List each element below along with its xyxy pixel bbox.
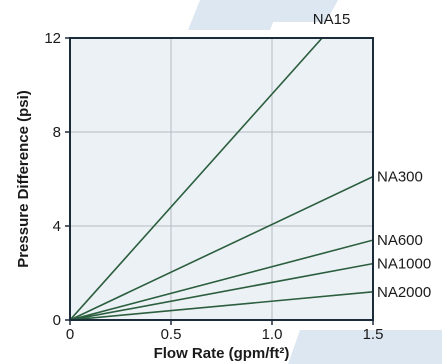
y-tick-label-2: 8 — [53, 124, 61, 141]
series-label-na15: NA15 — [313, 11, 351, 28]
series-line-na1000 — [70, 262, 373, 320]
watermark-shape-2 — [226, 0, 338, 22]
series-label-na1000: NA1000 — [377, 256, 431, 273]
series-label-na2000: NA2000 — [377, 284, 431, 301]
series-line-na2000 — [70, 291, 373, 320]
x-tick-label-2: 1.0 — [262, 326, 283, 343]
x-tick-label-0: 0 — [66, 326, 74, 343]
series-label-na600: NA600 — [377, 232, 423, 249]
y-tick-label-3: 12 — [44, 30, 61, 47]
y-axis-title: Pressure Difference (psi) — [15, 90, 32, 268]
y-tick-label-0: 0 — [53, 312, 61, 329]
x-tick-label-1: 0.5 — [161, 326, 182, 343]
plot-frame — [69, 37, 374, 321]
series-label-na300: NA300 — [377, 169, 423, 186]
y-tick-label-1: 4 — [53, 218, 61, 235]
y-axis-ticks: 0 4 8 12 — [44, 30, 70, 329]
series-labels: NA15 NA300 NA600 NA1000 NA2000 — [313, 11, 431, 301]
x-axis-title: Flow Rate (gpm/ft²) — [154, 345, 290, 362]
x-tick-label-3: 1.5 — [363, 326, 384, 343]
series-line-na15 — [70, 38, 324, 320]
x-axis-ticks: 0 0.5 1.0 1.5 — [66, 320, 384, 343]
watermark-shape-3 — [288, 330, 442, 364]
series-line-na300 — [70, 175, 373, 320]
series-line-na600 — [70, 239, 373, 320]
watermark — [188, 0, 442, 364]
series-layer — [70, 38, 373, 320]
plot-area — [70, 38, 373, 320]
